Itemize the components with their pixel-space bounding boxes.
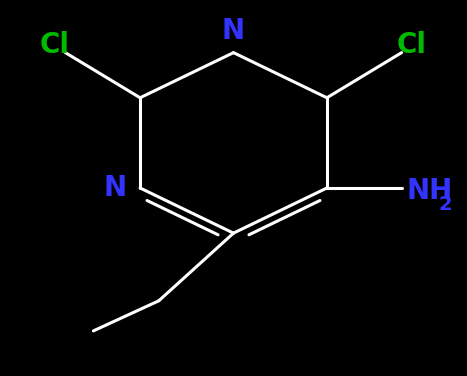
Text: Cl: Cl [40,31,70,59]
Text: Cl: Cl [397,31,427,59]
Text: 2: 2 [439,196,453,214]
Text: N: N [104,174,127,202]
Text: N: N [222,17,245,45]
Text: NH: NH [406,177,453,205]
